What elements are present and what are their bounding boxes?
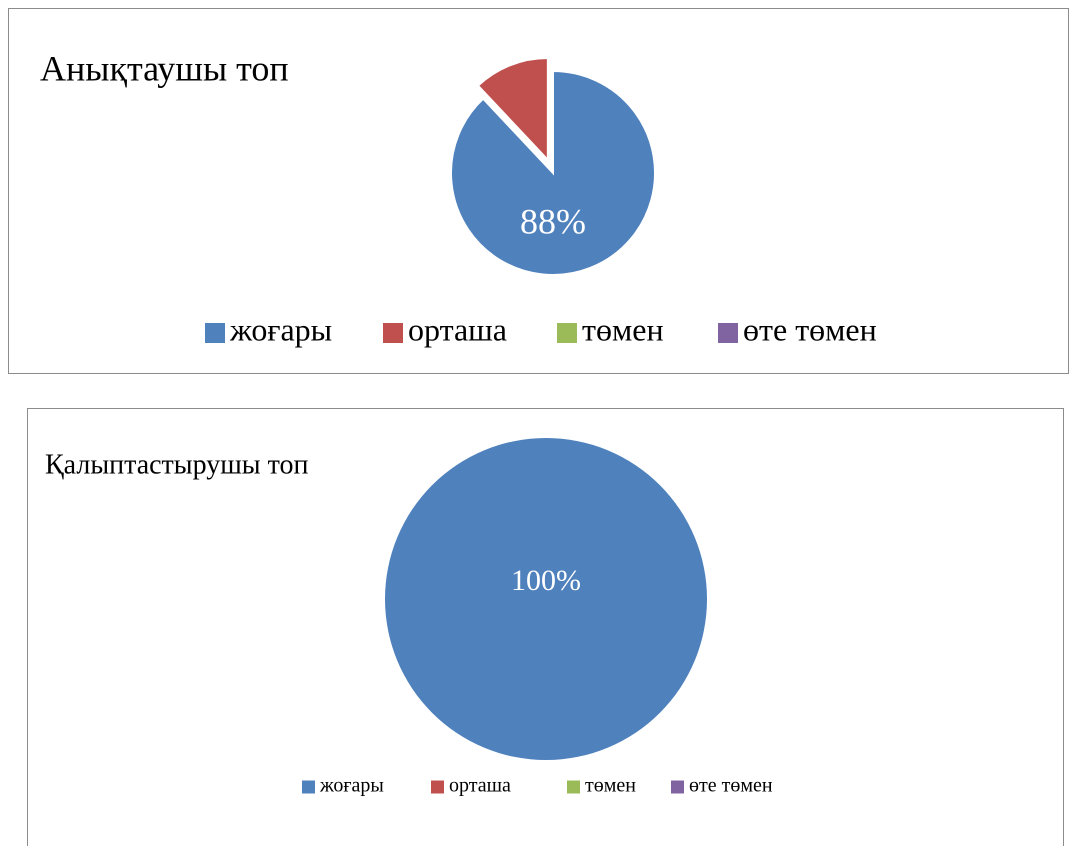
legend-swatch — [302, 780, 315, 794]
legend-swatch — [671, 780, 684, 794]
legend-label: жоғары — [229, 311, 332, 347]
legend-swatch — [431, 780, 444, 794]
legend-label: орташа — [449, 775, 511, 797]
chart-title: Қалыптастырушы топ — [45, 449, 308, 480]
pie-slice — [476, 56, 549, 163]
legend-label: жоғары — [319, 775, 384, 797]
chart-title: Анықтаушы топ — [40, 48, 289, 88]
legend-label: орташа — [408, 311, 507, 347]
legend-swatch — [205, 323, 225, 343]
legend-label: өте төмен — [743, 311, 877, 347]
legend-swatch — [557, 323, 577, 343]
legend-label: өте төмен — [689, 775, 773, 797]
data-label: 88% — [520, 201, 586, 241]
legend-label: төмен — [582, 311, 664, 347]
pie-slice — [385, 438, 707, 760]
pie-slice — [450, 69, 656, 276]
data-label: 100% — [511, 564, 581, 597]
legend-swatch — [567, 780, 580, 794]
legend-swatch — [383, 323, 403, 343]
legend-swatch — [718, 323, 738, 343]
legend-label: төмен — [585, 775, 636, 797]
